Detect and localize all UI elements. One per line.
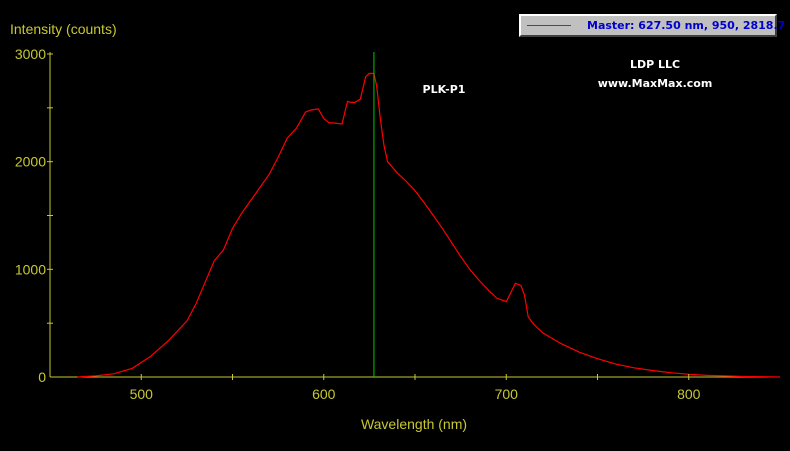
- legend: Master: 627.50 nm, 950, 2818.7: [519, 14, 785, 37]
- sample-label: PLK-P1: [423, 83, 466, 96]
- x-tick-label: 600: [312, 386, 336, 402]
- y-tick-label: 2000: [15, 154, 46, 170]
- website-label: www.MaxMax.com: [598, 77, 713, 90]
- y-tick-label: 3000: [15, 46, 46, 62]
- x-tick-label: 500: [130, 386, 154, 402]
- x-tick-label: 800: [677, 386, 701, 402]
- legend-label: Master: 627.50 nm, 950, 2818.7: [587, 19, 786, 32]
- legend-swatch: [527, 25, 571, 26]
- y-tick-label: 1000: [15, 261, 46, 277]
- x-axis-title: Wavelength (nm): [361, 416, 467, 432]
- x-tick-label: 700: [495, 386, 519, 402]
- company-label: LDP LLC: [630, 58, 680, 71]
- series-line: [77, 72, 781, 378]
- y-tick-label: 0: [38, 369, 46, 385]
- y-axis-title: Intensity (counts): [10, 21, 117, 37]
